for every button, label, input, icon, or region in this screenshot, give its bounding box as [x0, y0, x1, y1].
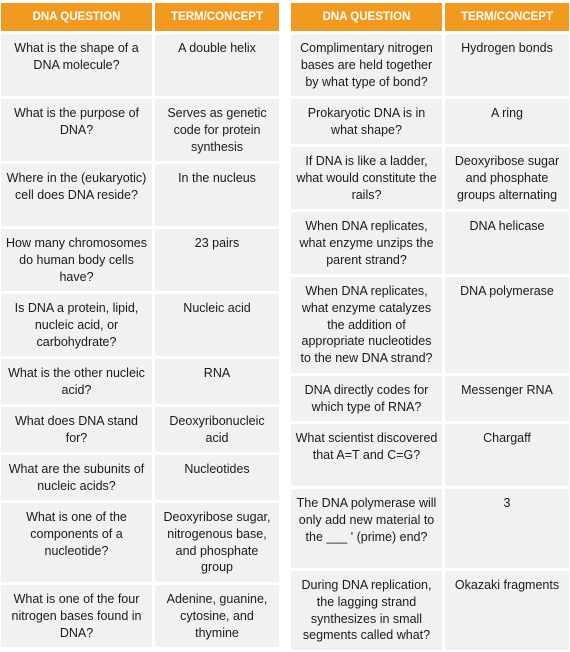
- question-cell: What is one of the four nitrogen bases f…: [1, 585, 152, 647]
- header-term-concept: TERM/CONCEPT: [155, 3, 279, 31]
- question-cell: How many chromosomes do human body cells…: [1, 229, 152, 291]
- question-cell: During DNA replication, the lagging stra…: [291, 571, 442, 650]
- question-cell: Prokaryotic DNA is in what shape?: [291, 99, 442, 144]
- question-cell: What are the subunits of nucleic acids?: [1, 455, 152, 500]
- question-cell: What does DNA stand for?: [1, 407, 152, 452]
- question-cell: What is one of the components of a nucle…: [1, 503, 152, 582]
- term-cell: Nucleotides: [155, 455, 279, 500]
- term-cell: Okazaki fragments: [445, 571, 569, 650]
- question-cell: When DNA replicates, what enzyme catalyz…: [291, 277, 442, 373]
- question-cell: The DNA polymerase will only add new mat…: [291, 489, 442, 568]
- question-cell: Is DNA a protein, lipid, nucleic acid, o…: [1, 294, 152, 356]
- header-term-concept: TERM/CONCEPT: [445, 3, 569, 31]
- term-cell: A double helix: [155, 34, 279, 96]
- term-cell: Deoxyribose sugar, nitrogenous base, and…: [155, 503, 279, 582]
- term-cell: A ring: [445, 99, 569, 144]
- question-cell: DNA directly codes for which type of RNA…: [291, 376, 442, 421]
- left-table: DNA QUESTION TERM/CONCEPT What is the sh…: [1, 3, 279, 647]
- header-dna-question: DNA QUESTION: [1, 3, 152, 31]
- question-cell: What is the shape of a DNA molecule?: [1, 34, 152, 96]
- term-cell: Deoxyribonucleic acid: [155, 407, 279, 452]
- right-table: DNA QUESTION TERM/CONCEPT Complimentary …: [291, 3, 569, 650]
- question-cell: Where in the (eukaryotic) cell does DNA …: [1, 164, 152, 226]
- question-cell: When DNA replicates, what enzyme unzips …: [291, 212, 442, 274]
- term-cell: Nucleic acid: [155, 294, 279, 356]
- term-cell: DNA helicase: [445, 212, 569, 274]
- question-cell: Complimentary nitrogen bases are held to…: [291, 34, 442, 96]
- term-cell: 23 pairs: [155, 229, 279, 291]
- question-cell: What scientist discovered that A=T and C…: [291, 424, 442, 486]
- term-cell: Serves as genetic code for protein synth…: [155, 99, 279, 161]
- term-cell: Chargaff: [445, 424, 569, 486]
- term-cell: Adenine, guanine, cytosine, and thymine: [155, 585, 279, 647]
- question-cell: What is the other nucleic acid?: [1, 359, 152, 404]
- term-cell: RNA: [155, 359, 279, 404]
- term-cell: In the nucleus: [155, 164, 279, 226]
- term-cell: DNA polymerase: [445, 277, 569, 373]
- term-cell: Hydrogen bonds: [445, 34, 569, 96]
- header-dna-question: DNA QUESTION: [291, 3, 442, 31]
- question-cell: What is the purpose of DNA?: [1, 99, 152, 161]
- term-cell: 3: [445, 489, 569, 568]
- term-cell: Deoxyribose sugar and phosphate groups a…: [445, 147, 569, 209]
- term-cell: Messenger RNA: [445, 376, 569, 421]
- question-cell: If DNA is like a ladder, what would cons…: [291, 147, 442, 209]
